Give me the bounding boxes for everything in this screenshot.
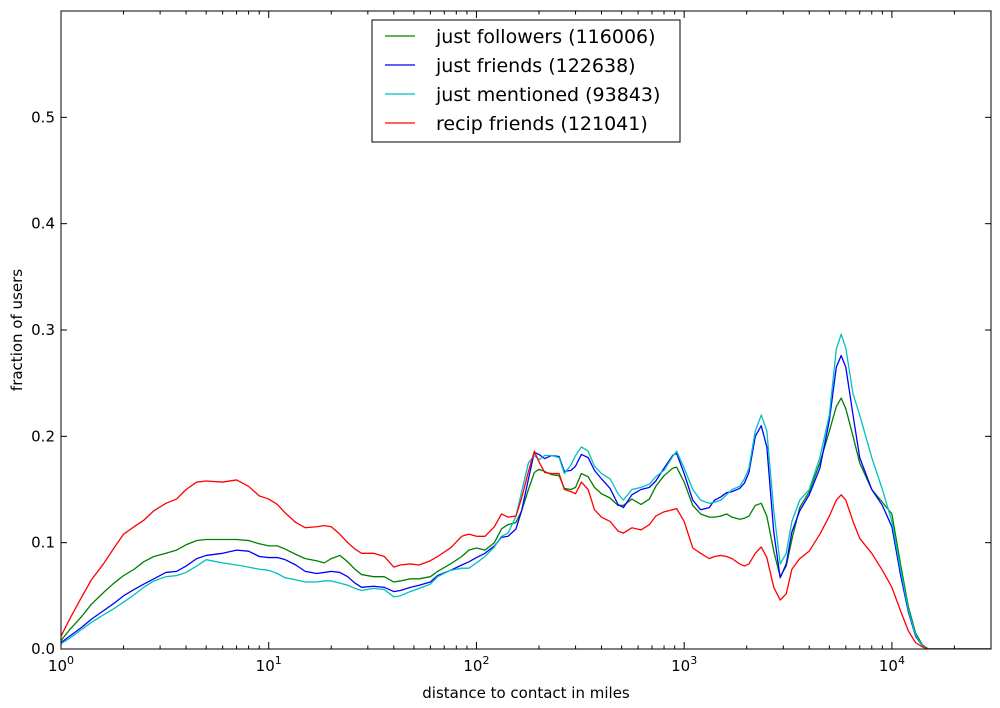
y-tick-label: 0.2 (31, 427, 55, 445)
x-tick-label: 101 (256, 654, 282, 675)
legend-entry: just followers (116006) (435, 26, 656, 48)
x-tick-label: 104 (879, 654, 905, 675)
y-axis-label: fraction of users (8, 269, 26, 391)
y-tick-label: 0.0 (31, 640, 55, 658)
series-line-4 (61, 450, 991, 649)
series-line-2 (61, 354, 991, 649)
legend-box (371, 19, 681, 143)
series-line-1 (61, 397, 991, 649)
y-tick-label: 0.1 (31, 534, 55, 552)
x-tick-label: 102 (463, 654, 489, 675)
legend-entry: just mentioned (93843) (435, 84, 660, 106)
plot-area (61, 333, 991, 649)
x-tick-label: 100 (48, 654, 74, 675)
x-axis-label: distance to contact in miles (422, 684, 630, 702)
x-tick-label: 103 (671, 654, 697, 675)
legend-entry: just friends (122638) (435, 55, 636, 77)
y-tick-label: 0.4 (31, 215, 55, 233)
y-tick-label: 0.3 (31, 321, 55, 339)
series-line-3 (61, 333, 991, 649)
axis-ticks: 0.0 0.1 0.2 0.3 0.4 0.5 100 101 102 103 104 (31, 11, 992, 675)
legend: just followers (116006) just friends (122… (371, 19, 681, 143)
legend-entry: recip friends (121041) (436, 113, 648, 135)
y-tick-label: 0.5 (31, 108, 55, 126)
